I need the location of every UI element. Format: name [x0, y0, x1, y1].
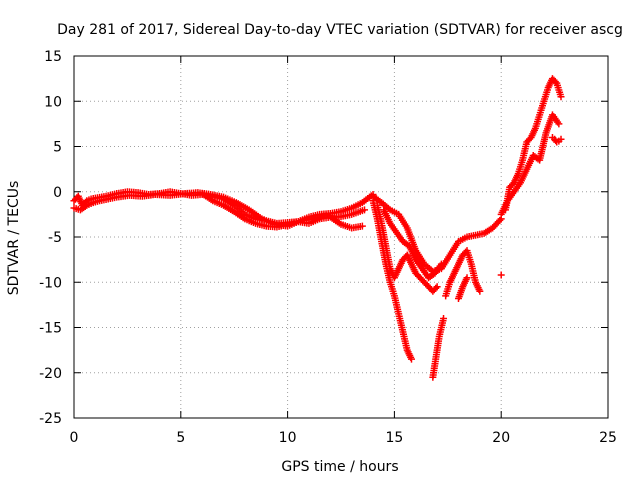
y-tick-label: 0 [53, 185, 62, 201]
series-track-j [454, 274, 471, 303]
series-track-f [373, 201, 441, 295]
data-point [476, 287, 484, 295]
series-track-l [501, 75, 565, 214]
y-tick-label: -10 [39, 275, 62, 291]
x-tick-label: 0 [70, 430, 79, 446]
series-track-g [380, 206, 445, 282]
axis-ticks: 0 5 10 15 20 25 -25 -20 -15 -10 -5 0 5 10 15 [39, 49, 617, 446]
series-track-k [497, 271, 505, 279]
data-point [432, 284, 440, 292]
x-tick-label: 10 [279, 430, 297, 446]
y-axis-title: SDTVAR / TECUs [6, 181, 22, 296]
series-track-m [497, 111, 563, 218]
y-tick-label: -20 [39, 366, 62, 382]
series-track-i [442, 247, 484, 300]
y-tick-label: 5 [53, 140, 62, 156]
data-point [463, 274, 471, 282]
series-track-c [198, 190, 366, 232]
data-point [358, 222, 366, 230]
data-point [557, 93, 565, 101]
grid [74, 56, 608, 418]
data-point [555, 120, 563, 128]
data-point [360, 206, 368, 214]
data-point [437, 260, 445, 268]
series-track-b [70, 189, 368, 230]
y-tick-label: 15 [44, 49, 62, 65]
y-tick-label: -15 [39, 321, 62, 337]
y-tick-label: 10 [44, 94, 62, 110]
data-point [407, 355, 415, 363]
y-tick-label: -25 [39, 411, 62, 427]
series-track-n [548, 133, 565, 146]
y-tick-label: -5 [48, 230, 62, 246]
data-point [433, 283, 441, 291]
data-point [557, 135, 565, 143]
x-tick-label: 25 [599, 430, 617, 446]
x-tick-label: 20 [492, 430, 510, 446]
series-track-h [429, 314, 448, 381]
x-tick-label: 15 [385, 430, 403, 446]
data-point [496, 216, 504, 224]
x-tick-label: 5 [176, 430, 185, 446]
data-point [551, 78, 559, 86]
data-point [440, 314, 448, 322]
data-point [497, 271, 505, 279]
series-track-d [369, 192, 505, 275]
chart-title: Day 281 of 2017, Sidereal Day-to-day VTE… [57, 22, 623, 38]
x-axis-title: GPS time / hours [281, 459, 398, 475]
data-points [70, 75, 565, 381]
